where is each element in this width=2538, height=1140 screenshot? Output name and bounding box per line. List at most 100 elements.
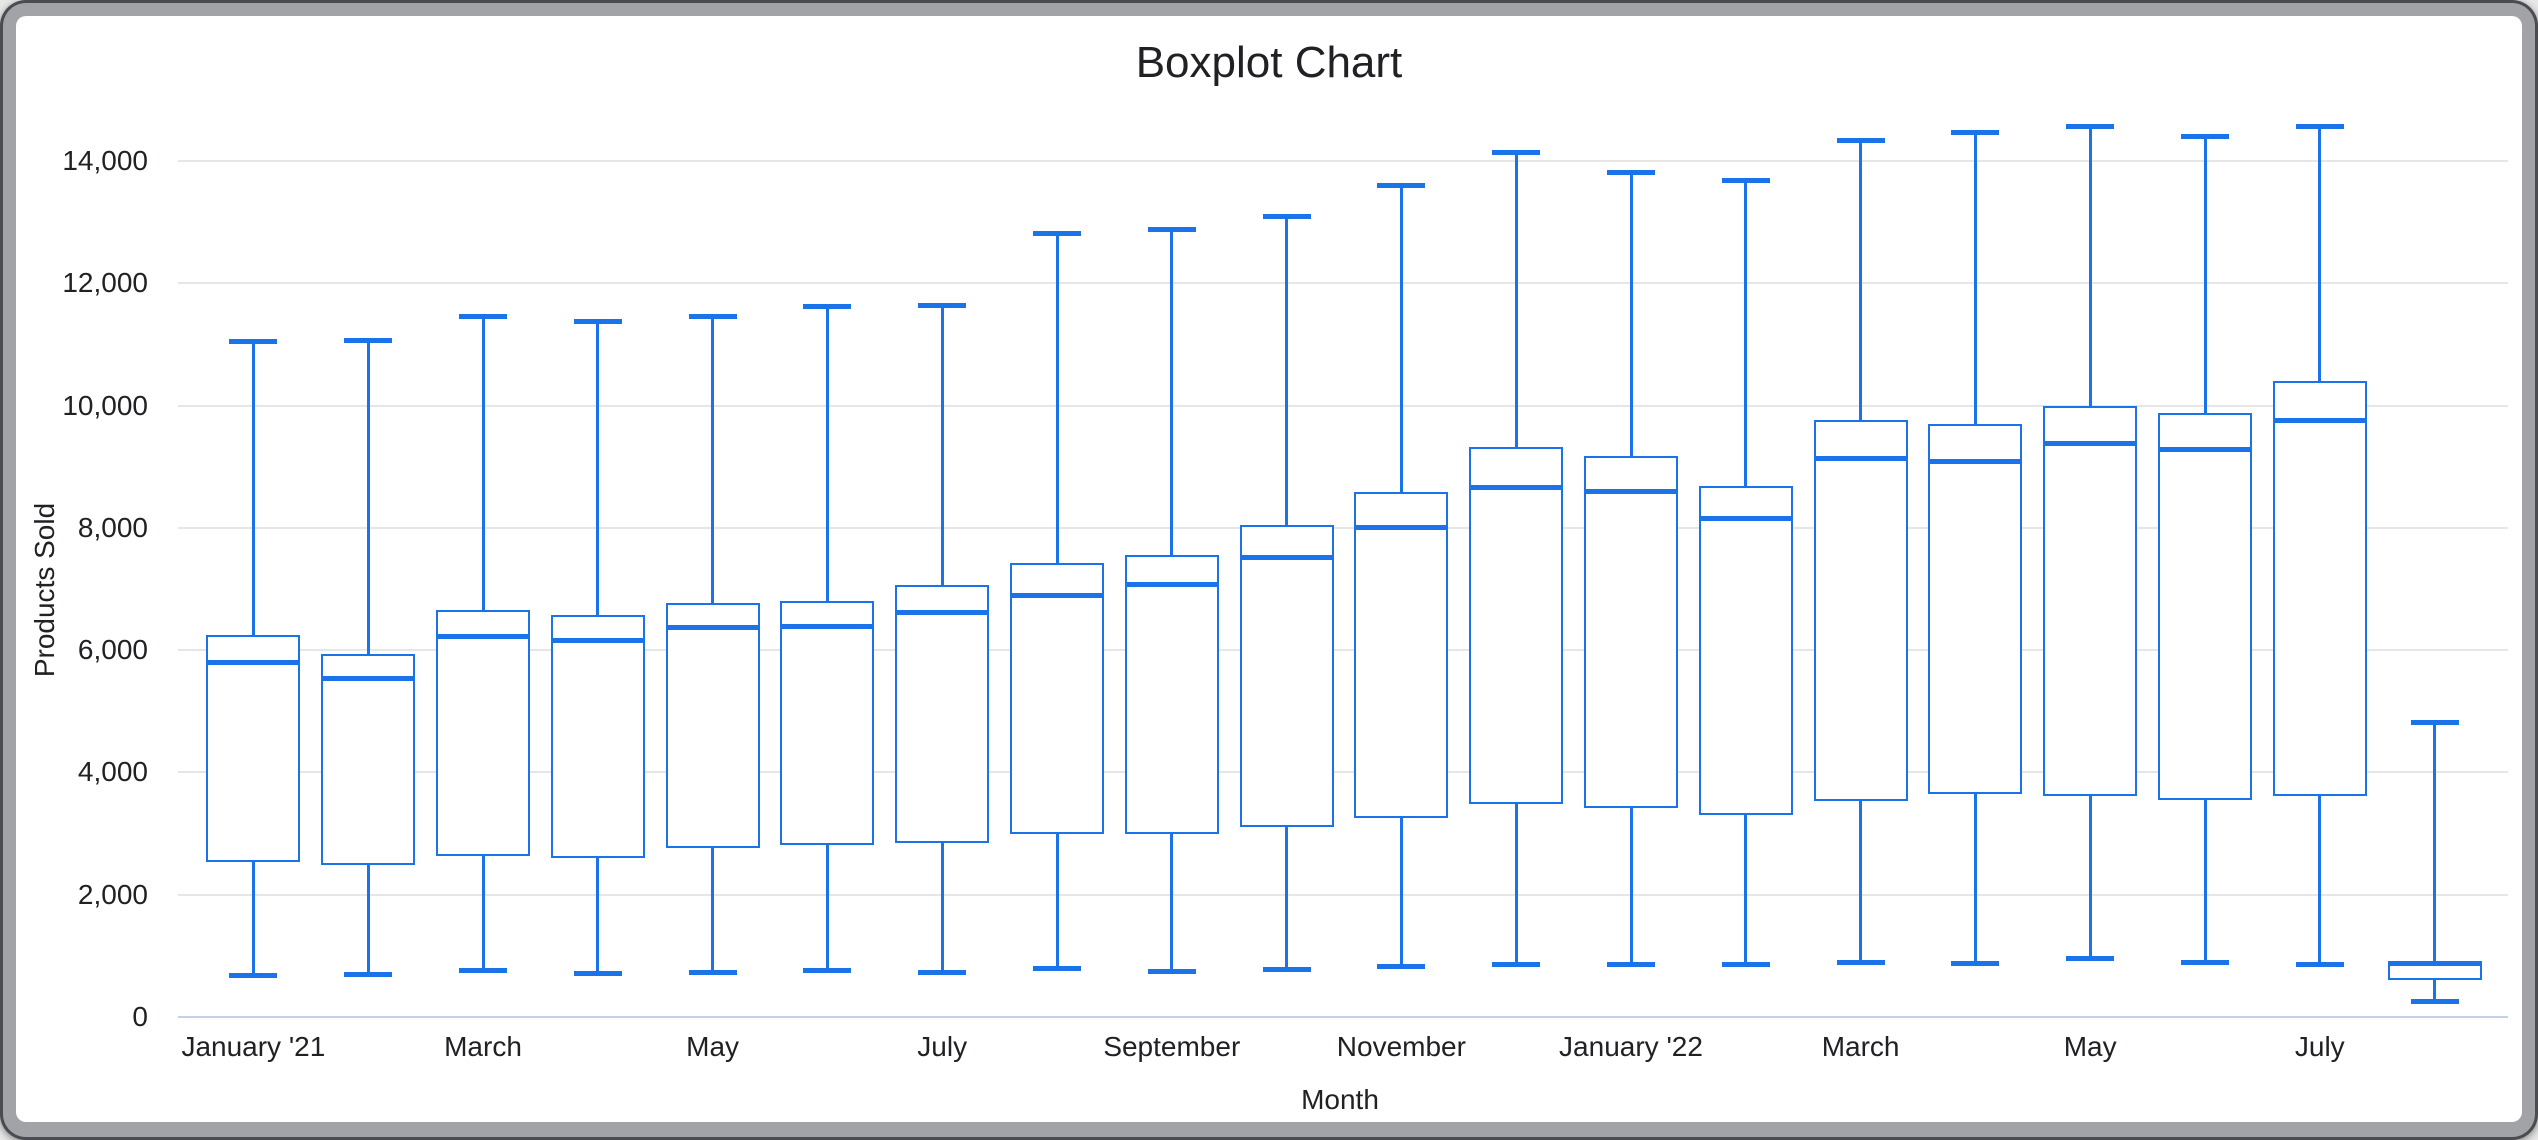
- boxplot-box[interactable]: [780, 600, 875, 846]
- whisker-cap-max: [344, 337, 393, 343]
- gridline: [178, 404, 2508, 407]
- whisker-cap-min: [573, 970, 622, 976]
- x-axis-title: Month: [1301, 1084, 1379, 1115]
- median-line: [1584, 489, 1678, 495]
- x-tick-label: May: [2063, 1031, 2117, 1062]
- whisker-cap-max: [1492, 149, 1541, 155]
- gridline: [178, 282, 2508, 285]
- whisker-cap-min: [688, 969, 737, 975]
- whisker-cap-max: [2066, 123, 2115, 129]
- y-tick-label: 6,000: [77, 634, 148, 666]
- y-tick-label: 14,000: [62, 145, 148, 176]
- x-tick-label: January '21: [181, 1031, 326, 1062]
- median-line: [2043, 440, 2138, 446]
- boxplot-box[interactable]: [1354, 491, 1449, 818]
- x-tick-label: May: [686, 1031, 740, 1062]
- whisker-cap-max: [1262, 214, 1311, 220]
- whisker-cap-min: [1147, 968, 1196, 974]
- y-tick-label: 12,000: [62, 267, 148, 299]
- whisker-cap-max: [1721, 177, 1770, 183]
- whisker-cap-max: [1607, 170, 1655, 175]
- whisker-stem: [2433, 721, 2437, 1002]
- whisker-cap-min: [1033, 966, 1081, 972]
- median-line: [1469, 485, 1564, 490]
- boxplot-box[interactable]: [895, 584, 990, 843]
- whisker-cap-min: [1951, 960, 2000, 966]
- median-line: [2272, 418, 2367, 424]
- median-line: [1239, 554, 1334, 560]
- boxplot-box[interactable]: [1469, 447, 1564, 805]
- boxplot-box[interactable]: [1124, 554, 1219, 834]
- median-line: [1928, 459, 2023, 465]
- median-line: [780, 624, 875, 630]
- whisker-cap-min: [2410, 998, 2459, 1004]
- median-line: [321, 675, 416, 681]
- gridline: [178, 649, 2508, 652]
- boxplot-box[interactable]: [550, 614, 645, 859]
- boxplot-box[interactable]: [436, 610, 530, 856]
- whisker-cap-min: [1607, 962, 1655, 968]
- whisker-cap-max: [2410, 719, 2459, 725]
- median-line: [665, 625, 760, 631]
- boxplot-box[interactable]: [206, 635, 301, 863]
- whisker-cap-max: [918, 302, 967, 308]
- median-line: [550, 637, 645, 643]
- x-tick-label: July: [2294, 1031, 2345, 1062]
- median-line: [436, 634, 530, 640]
- median-line: [2158, 447, 2252, 453]
- whisker-cap-min: [344, 971, 393, 977]
- median-line: [1813, 456, 1908, 462]
- whisker-cap-max: [229, 339, 278, 345]
- whisker-cap-min: [1721, 961, 1770, 967]
- boxplot-box[interactable]: [2272, 381, 2367, 796]
- whisker-cap-max: [1951, 130, 2000, 136]
- boxplot-box[interactable]: [2158, 412, 2252, 800]
- baseline: [178, 1016, 2508, 1018]
- median-line: [1354, 525, 1449, 531]
- y-tick-label: 10,000: [62, 389, 148, 421]
- whisker-cap-min: [2295, 962, 2344, 968]
- y-tick-label: 2,000: [77, 878, 148, 910]
- whisker-cap-min: [1492, 962, 1541, 968]
- y-tick-label: 8,000: [77, 511, 148, 543]
- median-line: [1698, 516, 1793, 522]
- boxplot-box[interactable]: [665, 603, 760, 848]
- whisker-cap-min: [1262, 966, 1311, 972]
- boxplot-box[interactable]: [1584, 455, 1678, 809]
- whisker-cap-min: [803, 968, 852, 974]
- whisker-cap-min: [2066, 955, 2115, 961]
- median-line: [1010, 593, 1104, 599]
- gridline: [178, 771, 2508, 774]
- whisker-cap-min: [229, 973, 278, 979]
- boxplot-box[interactable]: [1698, 486, 1793, 816]
- boxplot-box[interactable]: [2043, 405, 2138, 797]
- boxplot-box[interactable]: [1813, 419, 1908, 802]
- whisker-cap-max: [803, 303, 852, 309]
- gridline: [178, 526, 2508, 529]
- whisker-cap-max: [1377, 183, 1426, 189]
- gridline: [178, 160, 2508, 162]
- whisker-cap-max: [2181, 133, 2229, 139]
- boxplot-box[interactable]: [1239, 524, 1334, 828]
- median-line: [1124, 582, 1219, 588]
- x-tick-label: January '22: [1559, 1031, 1703, 1062]
- boxplot-box[interactable]: [321, 653, 416, 865]
- whisker-cap-max: [459, 313, 507, 319]
- x-tick-label: September: [1103, 1031, 1241, 1062]
- whisker-cap-min: [2181, 959, 2229, 965]
- whisker-cap-max: [1033, 230, 1081, 236]
- gridline: [178, 893, 2508, 896]
- x-tick-label: November: [1336, 1031, 1466, 1062]
- whisker-cap-max: [573, 318, 622, 324]
- whisker-cap-min: [1836, 959, 1885, 965]
- y-tick-label: 0: [132, 1001, 148, 1032]
- whisker-cap-max: [2295, 123, 2344, 129]
- median-line: [2387, 960, 2482, 966]
- boxplot-box[interactable]: [1928, 423, 2023, 795]
- median-line: [206, 660, 301, 666]
- boxplot-box[interactable]: [1010, 562, 1104, 835]
- whisker-cap-max: [1836, 138, 1885, 144]
- y-tick-label: 4,000: [77, 756, 148, 788]
- x-tick-label: March: [444, 1031, 522, 1062]
